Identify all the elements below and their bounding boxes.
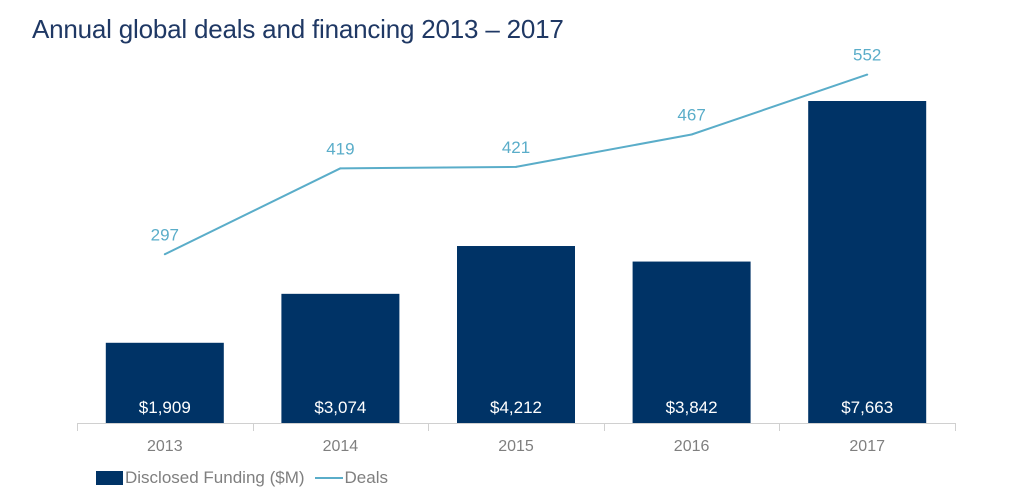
data-label-deals-2014: 419 [326, 139, 354, 158]
chart-title: Annual global deals and financing 2013 –… [32, 14, 564, 44]
legend-label-deals: Deals [344, 468, 388, 487]
point-deals-2017 [866, 73, 869, 76]
legend-item-funding[interactable]: Disclosed Funding ($M) [96, 468, 305, 488]
bar-funding-2017 [808, 101, 927, 423]
bar-funding-2013 [105, 342, 224, 423]
bar-label-funding-2017: $7,663 [841, 398, 893, 417]
legend-label-funding: Disclosed Funding ($M) [125, 468, 305, 487]
bar-label-funding-2016: $3,842 [666, 398, 718, 417]
bar-funding-2014 [281, 293, 400, 423]
bar-label-funding-2014: $3,074 [314, 398, 366, 417]
bar-funding-2016 [632, 261, 751, 423]
line-deals [164, 73, 868, 256]
legend-swatch-deals [314, 477, 343, 479]
x-tick-label-2014: 2014 [323, 438, 359, 455]
point-deals-2016 [690, 133, 693, 136]
point-deals-2014 [339, 167, 342, 170]
data-label-deals-2015: 421 [502, 138, 530, 157]
point-deals-2015 [515, 165, 517, 168]
x-tick-label-2017: 2017 [849, 438, 885, 455]
legend-item-deals[interactable]: Deals [314, 468, 388, 488]
data-label-deals-2016: 467 [677, 105, 705, 124]
chart-legend: Disclosed Funding ($M) Deals [96, 468, 398, 488]
point-deals-2013 [163, 253, 166, 256]
legend-swatch-funding [96, 471, 123, 485]
x-tick-label-2016: 2016 [674, 438, 710, 455]
bar-label-funding-2013: $1,909 [139, 398, 191, 417]
data-label-deals-2013: 297 [151, 225, 179, 244]
x-tick-label-2013: 2013 [147, 438, 183, 455]
bar-funding-2015 [457, 246, 575, 423]
bar-label-funding-2015: $4,212 [490, 398, 542, 417]
x-tick-label-2015: 2015 [498, 438, 534, 455]
data-label-deals-2017: 552 [853, 46, 881, 65]
